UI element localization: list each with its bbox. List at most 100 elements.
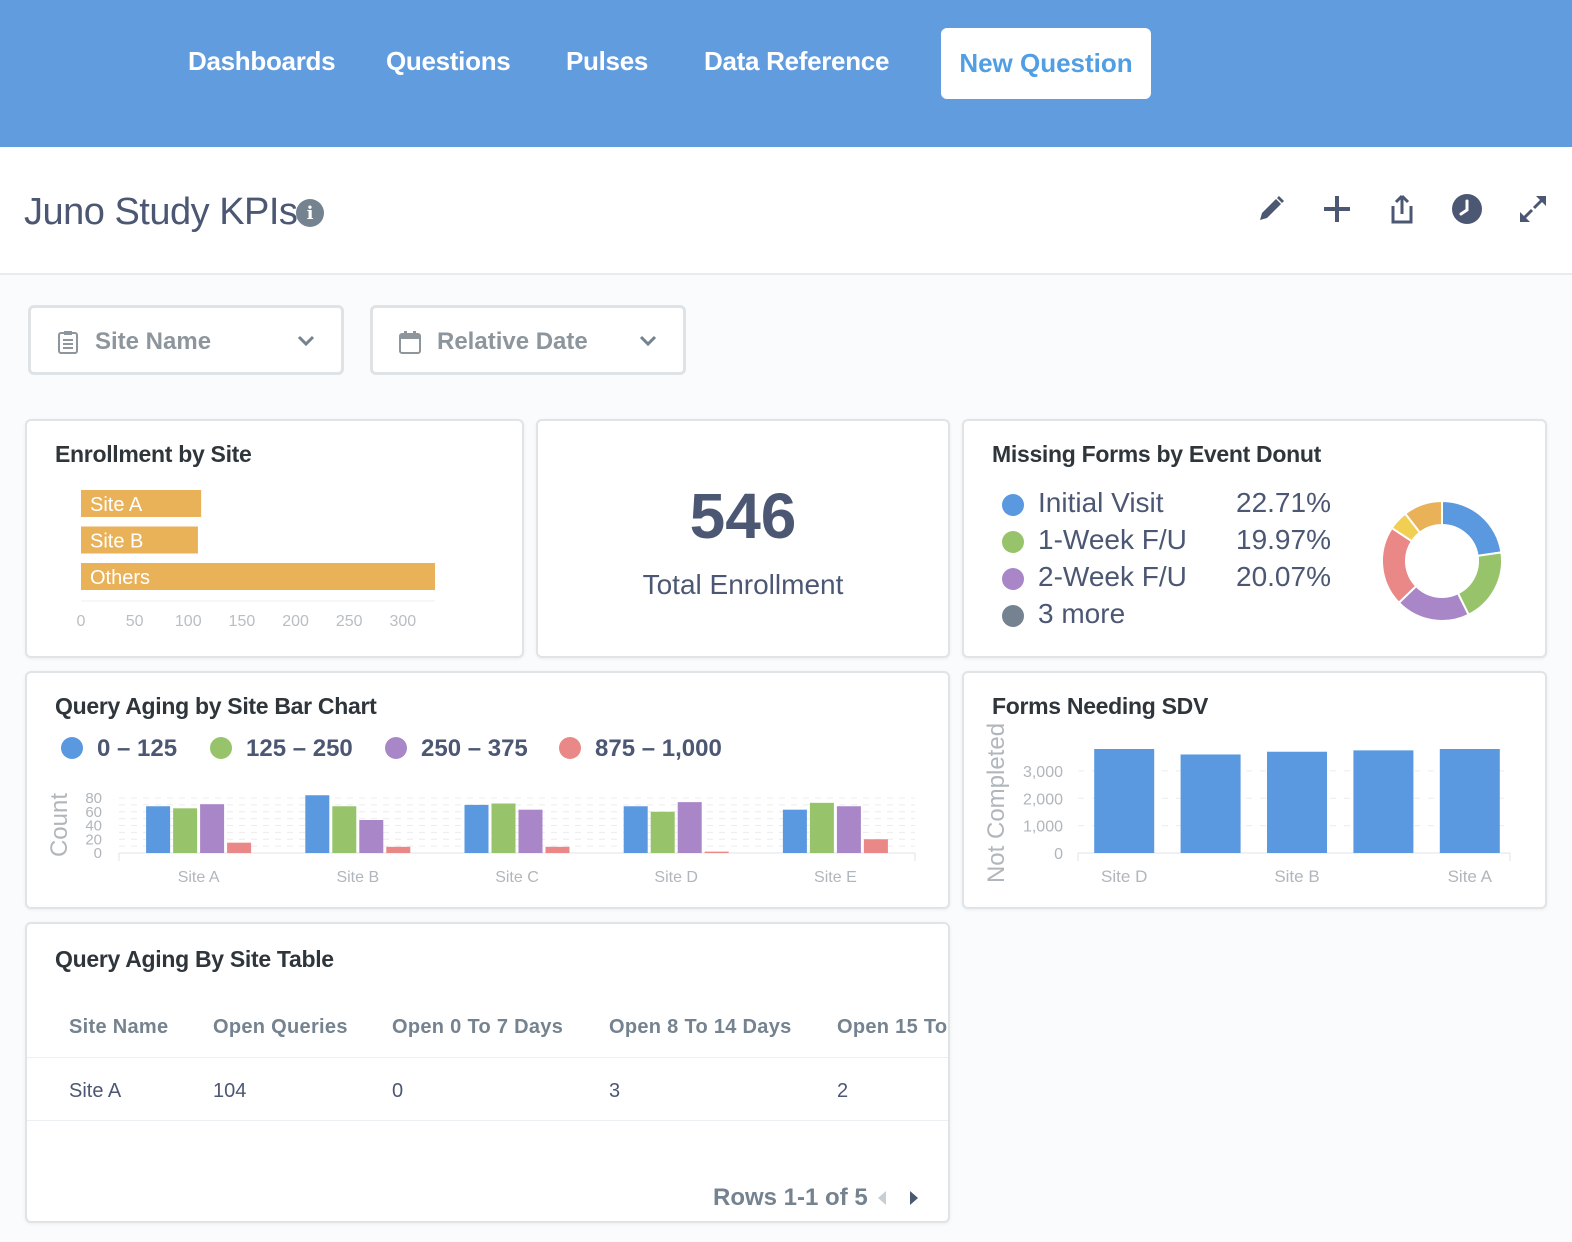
divider [27, 1057, 948, 1058]
clipboard-icon [58, 331, 78, 354]
donut-slice [1441, 499, 1503, 557]
legend-item[interactable]: 125 – 250 [210, 735, 353, 763]
missing-forms-card[interactable]: Missing Forms by Event Donut Initial Vis… [962, 419, 1547, 658]
bar [623, 806, 648, 853]
donut-slice [1403, 499, 1443, 534]
enrollment-by-site-card[interactable]: Enrollment by Site Site A Site B Others 0 50… [25, 419, 524, 658]
legend-item[interactable]: 875 – 1,000 [559, 735, 722, 763]
dashboard-header: Juno Study KPIs i [0, 147, 1572, 275]
calendar-icon [399, 331, 421, 354]
nav-data-reference[interactable]: Data Reference [704, 46, 890, 76]
category-label: Site E [814, 869, 857, 886]
bar [386, 846, 411, 853]
tick-label: 250 [336, 613, 363, 630]
top-navigation: Dashboards Questions Pulses Data Referen… [0, 0, 1572, 147]
table-cell: 2 [837, 1080, 849, 1102]
query-aging-table-card[interactable]: Query Aging By Site Table Site Name Open… [25, 922, 950, 1223]
legend-percent: 19.97% [1236, 524, 1331, 555]
nav-pulses[interactable]: Pulses [566, 46, 649, 76]
next-page-icon[interactable] [907, 1190, 921, 1206]
legend-percent: 20.07% [1236, 561, 1331, 592]
fullscreen-icon[interactable] [1516, 192, 1550, 226]
filter-site-name[interactable]: Site Name [28, 305, 344, 375]
column-header[interactable]: Open 15 To [837, 1016, 948, 1038]
column-header[interactable]: Site Name [69, 1016, 169, 1038]
bar [1439, 749, 1500, 853]
filter-label: Site Name [95, 328, 212, 355]
plus-icon[interactable] [1320, 192, 1354, 226]
filter-relative-date[interactable]: Relative Date [370, 305, 686, 375]
scalar-label: Total Enrollment [642, 569, 844, 600]
category-label: Site D [654, 869, 698, 886]
nav-dashboards[interactable]: Dashboards [188, 46, 336, 76]
total-enrollment-card[interactable]: 546 Total Enrollment [536, 419, 950, 658]
bar [305, 795, 330, 853]
legend-name: 1-Week F/U [1038, 524, 1187, 555]
new-question-button[interactable]: New Question [941, 28, 1151, 99]
filter-label: Relative Date [437, 328, 588, 355]
card-title: Query Aging by Site Bar Chart [55, 693, 377, 719]
legend-label: 875 – 1,000 [595, 735, 722, 762]
table-cell: Site A [69, 1080, 122, 1102]
legend-dot [1002, 494, 1024, 516]
bar [809, 802, 834, 853]
legend-dot [1002, 531, 1024, 553]
category-label: Site B [1274, 867, 1319, 886]
bar-label: Site A [90, 494, 143, 516]
chevron-down-icon [639, 335, 657, 347]
pagination-label: Rows 1-1 of 5 [713, 1184, 868, 1211]
tick-label: 2,000 [1023, 791, 1063, 808]
tick-label: 300 [389, 613, 416, 630]
bar [359, 820, 384, 853]
bar [1267, 751, 1327, 853]
bar-label: Site B [90, 531, 143, 553]
legend-dot [1002, 568, 1024, 590]
legend-dot [559, 737, 581, 759]
legend-more: 3 more [1038, 598, 1126, 629]
legend-dot [61, 737, 83, 759]
y-axis-label: Count [46, 793, 73, 857]
clock-icon[interactable] [1450, 192, 1484, 226]
scalar-value: 546 [689, 480, 797, 552]
bar [173, 808, 198, 853]
card-title: Missing Forms by Event Donut [992, 441, 1321, 467]
divider [27, 1120, 948, 1121]
legend-dot [1002, 605, 1024, 627]
bar-label: Others [90, 567, 150, 589]
category-label: Site A [178, 869, 220, 886]
bar [146, 806, 171, 853]
forms-needing-sdv-card[interactable]: Forms Needing SDV 3,000 2,000 1,000 0 Not Co… [962, 671, 1547, 909]
tick-label: 20 [85, 831, 102, 848]
share-icon[interactable] [1385, 192, 1419, 226]
bar [81, 490, 202, 517]
table-cell: 0 [392, 1080, 404, 1102]
bar [1353, 750, 1414, 853]
legend-dot [210, 737, 232, 759]
query-aging-chart-card[interactable]: Query Aging by Site Bar Chart 0 – 125 12… [25, 671, 950, 909]
category-label: Site C [495, 869, 539, 886]
y-axis-label: Not Completed [983, 723, 1010, 883]
category-label: Site B [336, 869, 379, 886]
bar [704, 851, 729, 853]
tick-label: 3,000 [1023, 764, 1063, 781]
tick-label: 60 [85, 804, 102, 821]
column-header[interactable]: Open Queries [213, 1016, 348, 1038]
legend-item[interactable]: 250 – 375 [385, 735, 528, 763]
tick-label: 1,000 [1023, 819, 1063, 836]
column-header[interactable]: Open 0 To 7 Days [392, 1016, 564, 1038]
info-icon[interactable]: i [296, 199, 324, 227]
table-cell: 104 [213, 1080, 247, 1102]
legend-item[interactable]: 0 – 125 [61, 735, 177, 763]
card-title: Enrollment by Site [55, 441, 252, 467]
tick-label: 150 [229, 613, 256, 630]
column-header[interactable]: Open 8 To 14 Days [609, 1016, 792, 1038]
legend-label: 250 – 375 [421, 735, 528, 762]
sdv-chart: 3,000 2,000 1,000 0 Not Completed Site D Site … [983, 723, 1511, 886]
nav-questions[interactable]: Questions [386, 46, 511, 76]
previous-page-icon[interactable] [875, 1190, 889, 1206]
bar [81, 526, 198, 554]
legend-dot [385, 737, 407, 759]
bar [782, 809, 807, 853]
pencil-icon[interactable] [1254, 192, 1288, 226]
legend-label: 0 – 125 [97, 735, 178, 762]
